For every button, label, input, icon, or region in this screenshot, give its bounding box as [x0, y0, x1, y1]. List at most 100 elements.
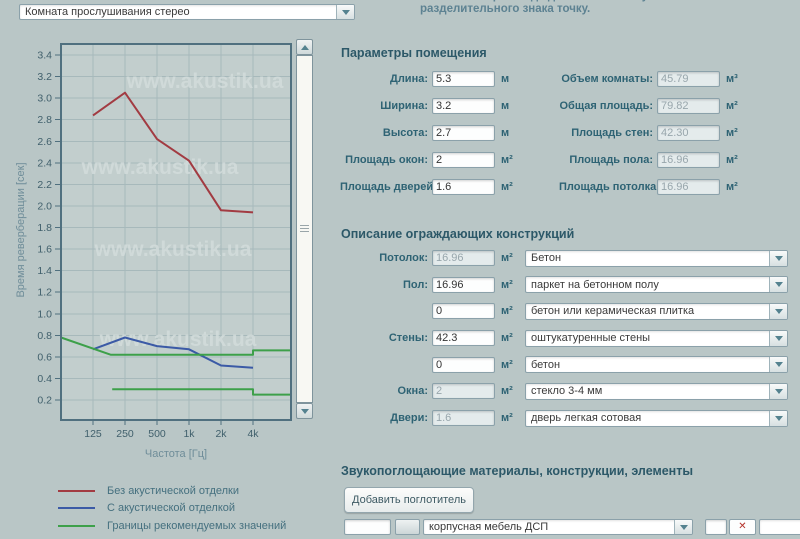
floor-material-select[interactable]: паркет на бетонном полу — [525, 276, 788, 294]
chevron-down-icon[interactable] — [769, 383, 787, 399]
field-row-walls-area: Площадь стен: м² — [559, 125, 748, 141]
walls-2-material-value: бетон — [531, 358, 561, 371]
ceiling-material-value: Бетон — [531, 252, 562, 264]
absorber-material-select[interactable]: корпусная мебель ДСП — [423, 519, 693, 535]
scroll-up-button[interactable] — [296, 39, 313, 55]
scrollbar-thumb[interactable] — [296, 55, 313, 403]
chevron-down-icon[interactable] — [674, 520, 692, 534]
y-tick-label: 2.0 — [37, 200, 52, 212]
height-unit: м — [501, 127, 510, 139]
x-tick-label: 250 — [116, 428, 134, 440]
doors-area-unit: м² — [501, 181, 513, 193]
reverberation-chart: www.akustik.ua www.akustik.ua www.akustik.… — [37, 43, 292, 440]
legend-line-swatch — [58, 507, 95, 510]
walls-2-material-select[interactable]: бетон — [525, 356, 788, 374]
y-tick-label: 2.4 — [37, 157, 52, 169]
watermark: www.akustik.ua — [126, 70, 284, 93]
floor-area-input — [657, 152, 720, 168]
walls-2-input[interactable] — [432, 356, 495, 373]
absorber-quantity-input[interactable] — [705, 519, 727, 535]
absorber-area-input[interactable] — [344, 519, 391, 535]
windows-input — [432, 383, 495, 400]
chevron-down-icon[interactable] — [769, 330, 787, 346]
scroll-down-button[interactable] — [296, 403, 313, 419]
field-row-windows: Окна: м² стекло 3-4 мм — [340, 382, 788, 400]
y-tick-label: 3.2 — [37, 71, 52, 83]
section-title-room-params: Параметры помещения — [341, 46, 487, 60]
chevron-down-icon — [774, 282, 783, 288]
plot-area — [61, 44, 291, 420]
series-line — [60, 336, 292, 356]
floor-material-value: паркет на бетонном полу — [531, 278, 659, 291]
chevron-down-icon[interactable] — [336, 5, 354, 19]
windows-area-unit: м² — [501, 154, 513, 166]
y-tick-label: 3.0 — [37, 93, 52, 105]
hint-line-1: Внимание! При вводе данных используйте в… — [420, 0, 790, 3]
y-tick-label: 3.4 — [37, 50, 52, 62]
absorber-unit-select[interactable] — [759, 519, 800, 535]
chevron-down-icon[interactable] — [769, 303, 787, 319]
chevron-down-icon — [341, 9, 350, 15]
field-row-floor-area: Площадь пола: м² — [559, 152, 748, 168]
floor-2-input[interactable] — [432, 303, 495, 320]
height-input[interactable] — [432, 125, 495, 141]
floor-2-material-select[interactable]: бетон или керамическая плитка — [525, 302, 788, 320]
x-tick-label: 500 — [148, 428, 166, 440]
y-tick-label: 2.6 — [37, 136, 52, 148]
field-row-walls: Стены: м² оштукатуренные стены — [340, 329, 788, 347]
field-row-windows-area: Площадь окон: м² — [340, 152, 523, 168]
hint-line-2: разделительного знака точку. — [420, 3, 591, 15]
y-tick-label: 1.8 — [37, 222, 52, 234]
chevron-down-icon[interactable] — [769, 410, 787, 426]
walls-unit: м² — [501, 332, 513, 345]
preset-select[interactable]: Комната прослушивания стерео — [19, 4, 355, 20]
doors-label: Двери: — [390, 412, 428, 425]
decimal-separator-hint: Внимание! При вводе данных используйте в… — [420, 0, 790, 16]
walls-input[interactable] — [432, 330, 495, 347]
width-input[interactable] — [432, 98, 495, 114]
length-unit: м — [501, 73, 510, 85]
x-tick-label: 1k — [183, 428, 195, 440]
length-input[interactable] — [432, 71, 495, 87]
width-unit: м — [501, 100, 510, 112]
ceiling-unit: м² — [501, 252, 513, 264]
ceiling-material-select[interactable]: Бетон — [525, 249, 788, 267]
watermark: www.akustik.ua — [99, 328, 257, 351]
doors-area-input[interactable] — [432, 179, 495, 195]
chevron-down-icon[interactable] — [769, 277, 787, 293]
chevron-down-icon[interactable] — [769, 357, 787, 373]
chart-x-axis-label: Частота [Гц] — [144, 448, 208, 460]
delete-absorber-button[interactable]: ✕ — [729, 519, 756, 535]
windows-area-input[interactable] — [432, 152, 495, 168]
field-row-width: Ширина: м — [340, 98, 523, 114]
legend-label: Без акустической отделки — [107, 484, 240, 497]
chart-legend: Без акустической отделки С акустической о… — [58, 482, 286, 535]
chevron-down-icon — [774, 308, 783, 314]
series-line — [92, 336, 254, 369]
walls-material-select[interactable]: оштукатуренные стены — [525, 329, 788, 347]
legend-item: Границы рекомендуемых значений — [58, 517, 286, 535]
windows-unit: м² — [501, 385, 513, 398]
watermark: www.akustik.ua — [81, 156, 239, 179]
chart-scrollbar[interactable] — [296, 39, 313, 419]
y-tick-label: 0.8 — [37, 330, 52, 342]
section-title-constructions: Описание ограждающих конструкций — [341, 227, 575, 241]
walls-area-label: Площадь стен: — [571, 127, 653, 139]
doors-material-select[interactable]: дверь легкая сотовая — [525, 409, 788, 427]
windows-material-select[interactable]: стекло 3-4 мм — [525, 382, 788, 400]
ceiling-area-label: Площадь потолка: — [559, 181, 660, 193]
field-row-floor-2: м² бетон или керамическая плитка — [340, 302, 788, 320]
absorber-stepper[interactable] — [395, 519, 420, 535]
ceiling-area-unit: м² — [726, 181, 738, 193]
field-row-height: Высота: м — [340, 125, 523, 141]
room-volume-input — [657, 71, 720, 87]
chevron-down-icon — [774, 362, 783, 368]
chevron-down-icon[interactable] — [769, 250, 787, 266]
floor-input[interactable] — [432, 276, 495, 293]
doors-area-label: Площадь дверей: — [340, 181, 437, 193]
arrow-up-icon — [300, 44, 309, 50]
add-absorber-button[interactable]: Добавить поглотитель — [344, 487, 474, 513]
y-tick-label: 0.4 — [37, 373, 52, 385]
